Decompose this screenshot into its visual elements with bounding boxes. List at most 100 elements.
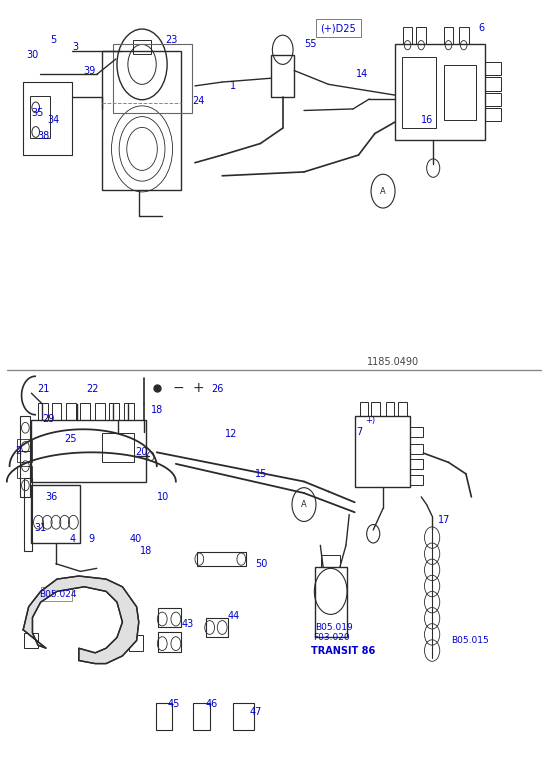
Text: 55: 55 bbox=[304, 39, 317, 49]
Bar bbox=[485, 108, 501, 121]
Text: B05.024: B05.024 bbox=[39, 590, 77, 599]
Bar bbox=[443, 27, 453, 44]
Text: 25: 25 bbox=[64, 434, 77, 444]
Text: 46: 46 bbox=[206, 699, 218, 709]
Bar bbox=[38, 403, 48, 420]
Bar bbox=[24, 633, 38, 648]
Bar bbox=[410, 475, 424, 485]
Bar bbox=[158, 608, 181, 628]
Bar bbox=[233, 703, 254, 729]
Bar bbox=[206, 618, 227, 638]
Bar bbox=[133, 40, 151, 54]
Bar bbox=[444, 66, 476, 120]
Bar bbox=[23, 82, 72, 155]
Text: 47: 47 bbox=[249, 707, 262, 717]
Bar bbox=[371, 402, 380, 416]
Bar bbox=[156, 703, 172, 729]
Text: 23: 23 bbox=[165, 35, 178, 45]
Text: +): +) bbox=[366, 416, 376, 425]
Bar bbox=[410, 427, 424, 437]
Bar bbox=[416, 27, 426, 44]
Text: 44: 44 bbox=[227, 611, 240, 621]
Bar bbox=[16, 466, 32, 478]
Text: 50: 50 bbox=[255, 559, 267, 569]
Bar bbox=[52, 403, 61, 420]
Polygon shape bbox=[23, 576, 139, 664]
Bar bbox=[30, 96, 50, 138]
Text: B05.015: B05.015 bbox=[451, 636, 489, 645]
Bar bbox=[410, 444, 424, 454]
Bar bbox=[110, 403, 119, 420]
Text: 7: 7 bbox=[356, 426, 362, 436]
Bar bbox=[129, 635, 143, 651]
Bar bbox=[158, 632, 181, 652]
Bar bbox=[402, 58, 436, 128]
Bar bbox=[315, 567, 346, 638]
Bar bbox=[124, 403, 134, 420]
Bar bbox=[102, 433, 134, 463]
Text: 15: 15 bbox=[255, 469, 267, 479]
Text: 18: 18 bbox=[140, 546, 153, 556]
Bar bbox=[485, 62, 501, 75]
Text: 16: 16 bbox=[421, 116, 433, 126]
Text: 43: 43 bbox=[181, 618, 193, 628]
Text: +: + bbox=[193, 381, 204, 395]
Text: 22: 22 bbox=[86, 384, 99, 394]
Bar bbox=[197, 552, 246, 566]
Bar bbox=[395, 44, 485, 140]
Bar bbox=[355, 416, 410, 487]
Text: TRANSIT 86: TRANSIT 86 bbox=[311, 645, 375, 655]
Bar bbox=[316, 19, 361, 37]
Text: 45: 45 bbox=[168, 699, 180, 709]
Text: 20: 20 bbox=[135, 447, 147, 457]
Text: 6: 6 bbox=[478, 23, 484, 33]
Text: (+)D25: (+)D25 bbox=[321, 23, 356, 33]
Text: 5: 5 bbox=[50, 35, 56, 45]
Text: F03.020: F03.020 bbox=[313, 633, 350, 642]
Text: 40: 40 bbox=[129, 534, 142, 544]
Bar bbox=[193, 703, 210, 729]
Bar bbox=[102, 52, 181, 190]
Bar bbox=[410, 460, 424, 470]
Text: 2: 2 bbox=[15, 446, 21, 456]
Bar bbox=[459, 27, 469, 44]
Text: 17: 17 bbox=[437, 515, 450, 525]
Bar bbox=[16, 451, 32, 463]
Text: B05.019: B05.019 bbox=[315, 623, 353, 632]
Bar bbox=[398, 402, 407, 416]
Text: −: − bbox=[173, 381, 184, 395]
Bar bbox=[16, 439, 32, 451]
Text: 21: 21 bbox=[37, 384, 49, 394]
Bar bbox=[359, 402, 368, 416]
Bar bbox=[20, 416, 30, 497]
Text: 30: 30 bbox=[26, 50, 38, 60]
Text: 10: 10 bbox=[157, 492, 169, 502]
Bar bbox=[485, 77, 501, 90]
Text: 1: 1 bbox=[230, 81, 237, 91]
Text: 31: 31 bbox=[34, 523, 47, 533]
Text: 9: 9 bbox=[89, 534, 95, 544]
Text: 4: 4 bbox=[70, 534, 76, 544]
Text: 29: 29 bbox=[42, 413, 55, 423]
Bar bbox=[386, 402, 395, 416]
Bar bbox=[81, 403, 90, 420]
Text: 39: 39 bbox=[83, 66, 95, 76]
Bar bbox=[271, 56, 294, 97]
Text: 18: 18 bbox=[151, 405, 163, 415]
Bar bbox=[113, 44, 192, 113]
Text: 24: 24 bbox=[192, 96, 204, 106]
Bar bbox=[95, 403, 105, 420]
Text: 34: 34 bbox=[48, 116, 60, 126]
Bar bbox=[403, 27, 413, 44]
Bar bbox=[31, 486, 81, 543]
Bar bbox=[322, 555, 340, 567]
Bar bbox=[66, 403, 76, 420]
Text: 26: 26 bbox=[212, 384, 224, 394]
Text: 1185.0490: 1185.0490 bbox=[367, 358, 419, 368]
Text: 36: 36 bbox=[45, 492, 57, 502]
Text: 14: 14 bbox=[356, 69, 368, 79]
Text: 35: 35 bbox=[31, 108, 44, 118]
Bar bbox=[24, 478, 32, 550]
Text: 3: 3 bbox=[72, 42, 78, 52]
Bar bbox=[485, 93, 501, 106]
